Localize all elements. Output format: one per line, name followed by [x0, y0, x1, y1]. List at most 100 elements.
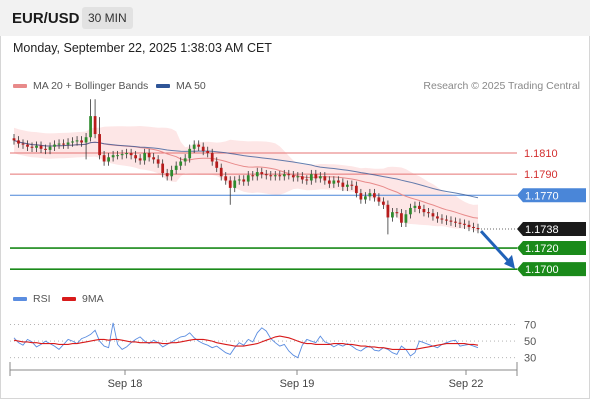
candle-body-61 — [287, 174, 291, 176]
candle-body-45 — [215, 161, 219, 168]
candle-body-47 — [224, 176, 228, 181]
candle-body-16 — [84, 137, 88, 143]
candle-body-58 — [273, 175, 277, 177]
candle-body-37 — [179, 161, 183, 166]
level-tag-4 — [517, 262, 586, 277]
candle-body-33 — [161, 163, 165, 174]
rsi-tick-2: 30 — [524, 353, 536, 365]
candle-body-101 — [467, 224, 471, 227]
candle-body-28 — [138, 158, 142, 161]
bollinger-band — [14, 126, 478, 232]
candle-body-46 — [219, 167, 223, 177]
legend-ma50: MA 50 — [156, 80, 206, 92]
candle-body-10 — [57, 143, 61, 145]
candle-body-92 — [427, 212, 430, 214]
ma9-swatch — [62, 297, 76, 302]
candle-body-87 — [404, 214, 408, 223]
candle-body-72 — [336, 180, 340, 183]
level-label-2: 1.1770 — [525, 190, 559, 202]
candle-body-84 — [391, 212, 394, 218]
candle-body-14 — [75, 140, 79, 142]
candle-body-91 — [422, 209, 426, 213]
level-tag-3 — [517, 241, 586, 256]
candle-body-40 — [192, 144, 196, 149]
candle-body-80 — [373, 193, 376, 198]
level-label-4: 1.1700 — [525, 264, 559, 276]
candle-body-69 — [323, 176, 327, 181]
rsi-line — [13, 322, 479, 359]
candle-body-52 — [246, 175, 250, 182]
legend-ma20: MA 20 + Bollinger Bands — [13, 80, 148, 92]
candle-body-6 — [39, 145, 43, 149]
legend-rsi-label: RSI — [33, 293, 51, 305]
candle-body-89 — [413, 205, 417, 208]
candle-body-85 — [395, 212, 399, 214]
candle-body-3 — [26, 144, 29, 147]
ma20-swatch — [13, 84, 27, 89]
candle-body-70 — [327, 180, 331, 184]
rsi-swatch — [13, 297, 27, 302]
candle-body-86 — [400, 213, 403, 223]
current-price-label: 1.1738 — [525, 224, 559, 236]
candle-body-0 — [12, 138, 16, 141]
candle-body-54 — [255, 172, 259, 177]
candle-body-32 — [156, 159, 160, 164]
candle-body-7 — [44, 148, 47, 150]
legend-ma9-label: 9MA — [82, 293, 104, 305]
level-label-3: 1.1720 — [525, 243, 559, 255]
candle-body-63 — [296, 176, 300, 178]
candle-body-100 — [463, 223, 466, 225]
candle-body-48 — [228, 180, 232, 188]
candle-body-50 — [237, 179, 241, 181]
candle-body-83 — [386, 204, 390, 218]
candle-body-96 — [445, 219, 448, 221]
credit-label: Research © 2025 Trading Central — [423, 80, 580, 92]
candle-body-15 — [80, 140, 83, 143]
candle-body-93 — [431, 213, 435, 217]
candle-body-57 — [269, 175, 273, 177]
candle-body-31 — [152, 157, 156, 160]
candle-body-82 — [382, 201, 385, 205]
x-tick-label-0: Sep 18 — [108, 378, 143, 390]
candle-body-27 — [134, 155, 138, 159]
candle-body-18 — [93, 116, 97, 135]
candle-body-94 — [436, 216, 439, 219]
candle-body-5 — [35, 145, 38, 148]
candle-body-29 — [143, 153, 147, 161]
candle-body-17 — [89, 116, 92, 138]
ma50-swatch — [156, 84, 170, 89]
candle-body-51 — [242, 179, 246, 182]
level-label-1: 1.1790 — [524, 169, 558, 181]
forecast-arrow-shaft — [479, 230, 512, 264]
legend-ma50-label: MA 50 — [176, 80, 206, 92]
candle-body-2 — [21, 143, 25, 145]
rsi-tick-1: 50 — [524, 336, 536, 348]
header-bar: EUR/USD 30 MIN — [0, 0, 590, 36]
candle-body-79 — [368, 193, 372, 197]
candle-body-76 — [354, 185, 358, 194]
symbol-label: EUR/USD — [12, 10, 80, 27]
ma9-line — [13, 335, 479, 350]
candle-body-39 — [188, 148, 192, 159]
timeframe-badge[interactable]: 30 MIN — [82, 7, 133, 29]
candle-body-25 — [125, 153, 129, 155]
candle-body-67 — [314, 174, 318, 179]
candle-body-24 — [120, 154, 124, 156]
candle-body-98 — [454, 221, 457, 223]
candle-body-65 — [305, 179, 309, 181]
legend-ma20-label: MA 20 + Bollinger Bands — [33, 80, 149, 92]
candle-body-26 — [129, 153, 133, 156]
candle-body-64 — [300, 176, 304, 180]
candle-body-88 — [409, 207, 412, 215]
candle-body-68 — [318, 176, 322, 179]
datetime-label: Monday, September 22, 2025 1:38:03 AM CE… — [13, 41, 272, 55]
candle-body-30 — [147, 153, 151, 158]
x-tick-label-2: Sep 22 — [449, 378, 484, 390]
candle-body-8 — [48, 146, 52, 150]
candle-body-22 — [111, 155, 115, 158]
candle-body-49 — [233, 180, 237, 188]
candle-body-71 — [332, 180, 336, 184]
candle-body-42 — [201, 146, 205, 151]
level-label-0: 1.1810 — [524, 148, 558, 160]
